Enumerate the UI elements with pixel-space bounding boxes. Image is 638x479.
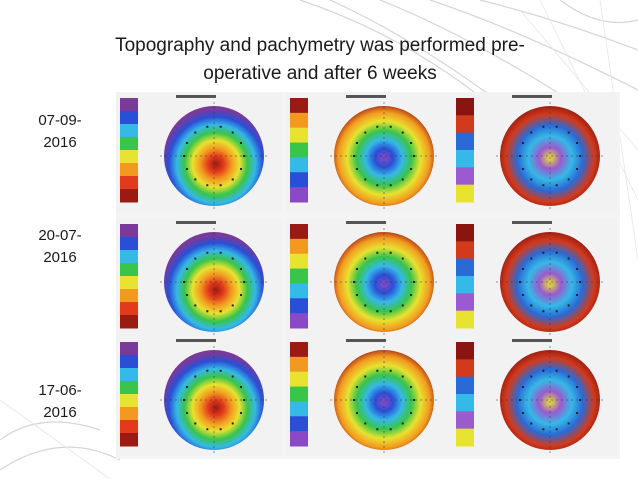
color-scale-swatch [290, 431, 308, 447]
corneal-map-disc [164, 350, 264, 450]
color-scale-swatch [120, 276, 138, 290]
color-scale-swatch [290, 342, 308, 358]
corneal-map-disc [334, 350, 434, 450]
row-date-part-2: 2016 [43, 404, 77, 421]
color-scale-swatch [290, 112, 308, 129]
corneal-map-disc [500, 232, 600, 332]
row-date-part-1: 20-07- [38, 227, 82, 244]
color-scale-swatch [120, 137, 138, 151]
color-scale-swatch [290, 157, 308, 173]
color-scale-swatch [290, 313, 308, 329]
color-scale-swatch [456, 184, 474, 203]
color-scale-swatch [456, 310, 474, 329]
color-scale-swatch [456, 115, 474, 134]
color-scale-swatch [456, 258, 474, 277]
corneal-map-disc [164, 106, 264, 206]
row-date-label: 20-07- 2016 [30, 225, 90, 269]
color-scale-swatch [290, 253, 308, 270]
color-scale-swatch [120, 176, 138, 190]
color-scale-swatch [120, 381, 138, 395]
axial-curvature-map [116, 218, 282, 338]
color-scale-swatch [290, 386, 308, 402]
color-scale-swatch [120, 394, 138, 408]
row-date-label: 07-09- 2016 [30, 110, 90, 154]
color-scale-swatch [290, 268, 308, 284]
color-scale-swatch [456, 394, 474, 412]
color-scale-swatch [456, 428, 474, 447]
color-scale-swatch [120, 407, 138, 421]
color-scale-swatch [120, 98, 138, 112]
pachymetry-map [452, 336, 618, 456]
color-scale-swatch [290, 371, 308, 388]
color-scale-swatch [120, 163, 138, 177]
color-scale-swatch [456, 376, 474, 395]
color-scale-swatch [456, 98, 474, 116]
color-scale-swatch [456, 293, 474, 312]
color-scale-swatch [120, 342, 138, 356]
axial-curvature-map [116, 336, 282, 456]
color-scale-swatch [290, 142, 308, 158]
pachymetry-map [452, 92, 618, 212]
color-scale-swatch [290, 172, 308, 188]
slide-title-line-2: operative and after 6 weeks [203, 63, 437, 84]
color-scale-swatch [290, 401, 308, 417]
slide-title: Topography and pachymetry was performed … [60, 32, 580, 88]
color-scale-swatch [120, 189, 138, 203]
axial-curvature-map [116, 92, 282, 212]
color-scale-swatch [120, 368, 138, 382]
corneal-map-disc [500, 106, 600, 206]
row-date-part-1: 17-06- [38, 382, 82, 399]
color-scale-swatch [120, 150, 138, 164]
color-scale-swatch [456, 342, 474, 360]
slide-title-line-1: Topography and pachymetry was performed … [115, 35, 525, 56]
color-scale-swatch [120, 124, 138, 138]
color-scale-swatch [290, 187, 308, 203]
row-date-part-1: 07-09- [38, 112, 82, 129]
color-scale-swatch [120, 237, 138, 251]
color-scale-swatch [120, 111, 138, 125]
color-scale-swatch [290, 356, 308, 373]
color-scale-swatch [120, 224, 138, 238]
corneal-maps-grid [116, 92, 620, 459]
color-scale-swatch [456, 241, 474, 260]
color-scale-swatch [120, 302, 138, 316]
row-date-label: 17-06- 2016 [30, 380, 90, 424]
color-scale-swatch [290, 298, 308, 314]
color-scale-swatch [120, 420, 138, 434]
elevation-map [286, 92, 452, 212]
color-scale-swatch [456, 224, 474, 242]
color-scale-swatch [120, 250, 138, 264]
color-scale-swatch [456, 411, 474, 430]
color-scale-swatch [120, 289, 138, 303]
color-scale-swatch [120, 263, 138, 277]
color-scale-swatch [290, 224, 308, 240]
elevation-map [286, 218, 452, 338]
corneal-map-disc [500, 350, 600, 450]
color-scale-swatch [456, 150, 474, 168]
color-scale-swatch [456, 359, 474, 378]
corneal-map-disc [334, 232, 434, 332]
elevation-map [286, 336, 452, 456]
color-scale-swatch [456, 132, 474, 151]
color-scale-swatch [290, 416, 308, 432]
color-scale-swatch [290, 238, 308, 255]
color-scale-swatch [290, 283, 308, 299]
color-scale-swatch [456, 167, 474, 186]
color-scale-swatch [290, 98, 308, 114]
corneal-map-disc [334, 106, 434, 206]
corneal-map-disc [164, 232, 264, 332]
color-scale-swatch [120, 315, 138, 329]
color-scale-swatch [120, 355, 138, 369]
color-scale-swatch [456, 276, 474, 294]
color-scale-swatch [290, 127, 308, 144]
color-scale-swatch [120, 433, 138, 447]
row-date-part-2: 2016 [43, 249, 77, 266]
pachymetry-map [452, 218, 618, 338]
row-date-part-2: 2016 [43, 134, 77, 151]
